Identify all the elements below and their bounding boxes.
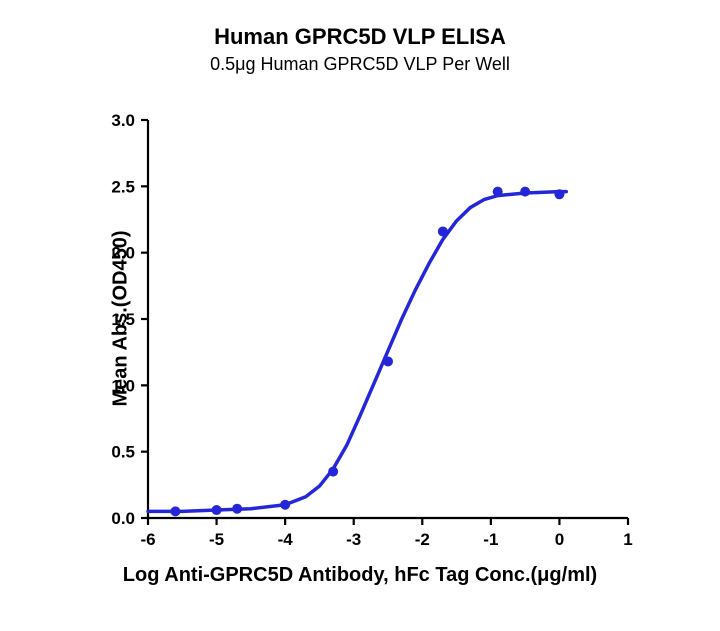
data-point <box>383 356 393 366</box>
x-tick-label: 1 <box>623 530 632 549</box>
y-tick-label: 3.0 <box>111 111 135 130</box>
data-point <box>520 187 530 197</box>
x-tick-label: 0 <box>555 530 564 549</box>
y-tick-label: 0.5 <box>111 443 135 462</box>
data-point <box>170 506 180 516</box>
data-point <box>232 504 242 514</box>
chart-container: Human GPRC5D VLP ELISA 0.5μg Human GPRC5… <box>0 0 720 631</box>
y-axis-label: Mean Abs.(OD450) <box>109 231 132 407</box>
x-tick-label: -1 <box>483 530 498 549</box>
data-point <box>280 500 290 510</box>
x-tick-label: -2 <box>415 530 430 549</box>
x-tick-label: -3 <box>346 530 361 549</box>
data-point <box>328 467 338 477</box>
y-tick-label: 0.0 <box>111 509 135 528</box>
data-point <box>554 189 564 199</box>
x-tick-label: -4 <box>278 530 294 549</box>
data-point <box>438 226 448 236</box>
x-tick-label: -6 <box>140 530 155 549</box>
fit-curve <box>148 192 566 512</box>
y-tick-label: 2.5 <box>111 177 135 196</box>
data-point <box>212 505 222 515</box>
data-point <box>493 187 503 197</box>
x-axis-label: Log Anti-GPRC5D Antibody, hFc Tag Conc.(… <box>0 564 720 587</box>
chart-svg: -6-5-4-3-2-1010.00.51.01.52.02.53.0 <box>0 0 720 631</box>
x-tick-label: -5 <box>209 530 224 549</box>
